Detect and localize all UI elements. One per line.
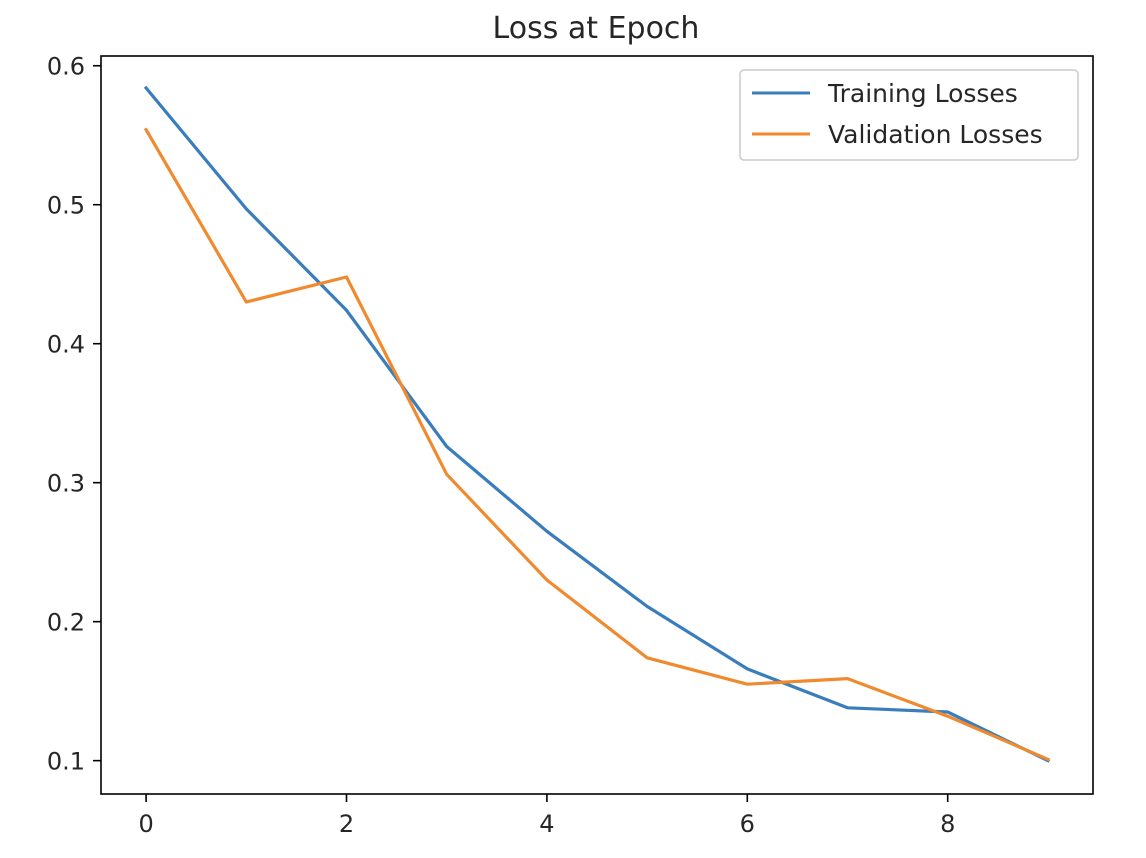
legend-label-validation: Validation Losses: [828, 120, 1043, 149]
y-tick-label: 0.6: [47, 53, 85, 81]
series-line-training-losses: [143, 85, 1051, 763]
legend-box: [739, 69, 1079, 161]
legend: Training Losses Validation Losses: [739, 69, 1079, 161]
y-tick-label: 0.2: [47, 609, 85, 637]
y-axis: 0.1 0.2 0.3 0.4 0.5 0.6: [47, 53, 101, 776]
y-tick-label: 0.5: [47, 192, 85, 220]
x-axis: 0 2 4 6 8: [138, 794, 955, 838]
y-tick-label: 0.3: [47, 470, 85, 498]
y-tick-label: 0.4: [47, 331, 85, 359]
series-line-validation-losses: [143, 127, 1051, 762]
plot-lines: [143, 85, 1051, 763]
x-tick-label: 4: [539, 810, 554, 838]
x-tick-label: 2: [339, 810, 354, 838]
x-tick-label: 6: [740, 810, 755, 838]
x-tick-label: 0: [138, 810, 153, 838]
y-tick-label: 0.1: [47, 748, 85, 776]
plot-frame: [100, 55, 1094, 795]
legend-label-training: Training Losses: [827, 79, 1018, 108]
chart-title: Loss at Epoch: [493, 11, 700, 46]
x-tick-label: 8: [940, 810, 955, 838]
